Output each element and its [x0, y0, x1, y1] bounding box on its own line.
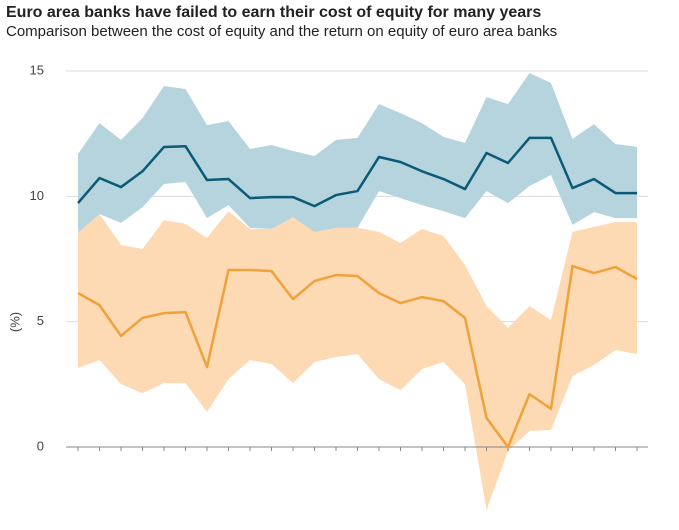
chart-title: Euro area banks have failed to earn thei…: [6, 4, 541, 21]
chart-subtitle: Comparison between the cost of equity an…: [6, 23, 557, 40]
y-tick-label: 5: [37, 313, 44, 328]
band-area: [78, 211, 637, 510]
y-tick-label: 15: [30, 62, 44, 77]
y-axis-label: (%): [7, 312, 22, 332]
y-tick-label: 0: [37, 438, 44, 453]
line: [77, 136, 637, 208]
y-tick-label: 10: [30, 188, 44, 203]
line: [77, 264, 638, 449]
band-area: [78, 73, 637, 239]
